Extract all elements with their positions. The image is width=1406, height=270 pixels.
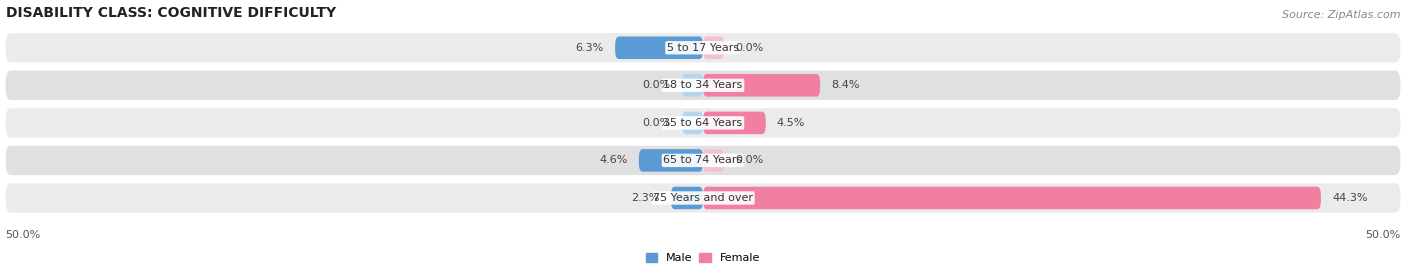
Text: 75 Years and over: 75 Years and over xyxy=(652,193,754,203)
Text: 35 to 64 Years: 35 to 64 Years xyxy=(664,118,742,128)
Text: 0.0%: 0.0% xyxy=(643,80,671,90)
Text: DISABILITY CLASS: COGNITIVE DIFFICULTY: DISABILITY CLASS: COGNITIVE DIFFICULTY xyxy=(6,6,336,20)
FancyBboxPatch shape xyxy=(703,36,724,59)
Text: 0.0%: 0.0% xyxy=(735,156,763,166)
Text: 44.3%: 44.3% xyxy=(1331,193,1368,203)
FancyBboxPatch shape xyxy=(703,74,820,97)
FancyBboxPatch shape xyxy=(6,108,1400,137)
FancyBboxPatch shape xyxy=(6,146,1400,175)
FancyBboxPatch shape xyxy=(703,149,724,172)
FancyBboxPatch shape xyxy=(671,187,703,209)
FancyBboxPatch shape xyxy=(682,74,703,97)
Text: 4.5%: 4.5% xyxy=(778,118,806,128)
Text: 50.0%: 50.0% xyxy=(6,230,41,240)
Text: Source: ZipAtlas.com: Source: ZipAtlas.com xyxy=(1282,10,1400,20)
Legend: Male, Female: Male, Female xyxy=(647,253,759,263)
Text: 4.6%: 4.6% xyxy=(599,156,627,166)
Text: 2.3%: 2.3% xyxy=(631,193,659,203)
Text: 65 to 74 Years: 65 to 74 Years xyxy=(664,156,742,166)
FancyBboxPatch shape xyxy=(6,183,1400,212)
Text: 8.4%: 8.4% xyxy=(831,80,860,90)
Text: 0.0%: 0.0% xyxy=(643,118,671,128)
Text: 0.0%: 0.0% xyxy=(735,43,763,53)
FancyBboxPatch shape xyxy=(703,112,766,134)
Text: 6.3%: 6.3% xyxy=(575,43,605,53)
FancyBboxPatch shape xyxy=(6,33,1400,62)
FancyBboxPatch shape xyxy=(614,36,703,59)
FancyBboxPatch shape xyxy=(703,187,1320,209)
Text: 18 to 34 Years: 18 to 34 Years xyxy=(664,80,742,90)
FancyBboxPatch shape xyxy=(682,112,703,134)
FancyBboxPatch shape xyxy=(638,149,703,172)
Text: 5 to 17 Years: 5 to 17 Years xyxy=(666,43,740,53)
FancyBboxPatch shape xyxy=(6,71,1400,100)
Text: 50.0%: 50.0% xyxy=(1365,230,1400,240)
